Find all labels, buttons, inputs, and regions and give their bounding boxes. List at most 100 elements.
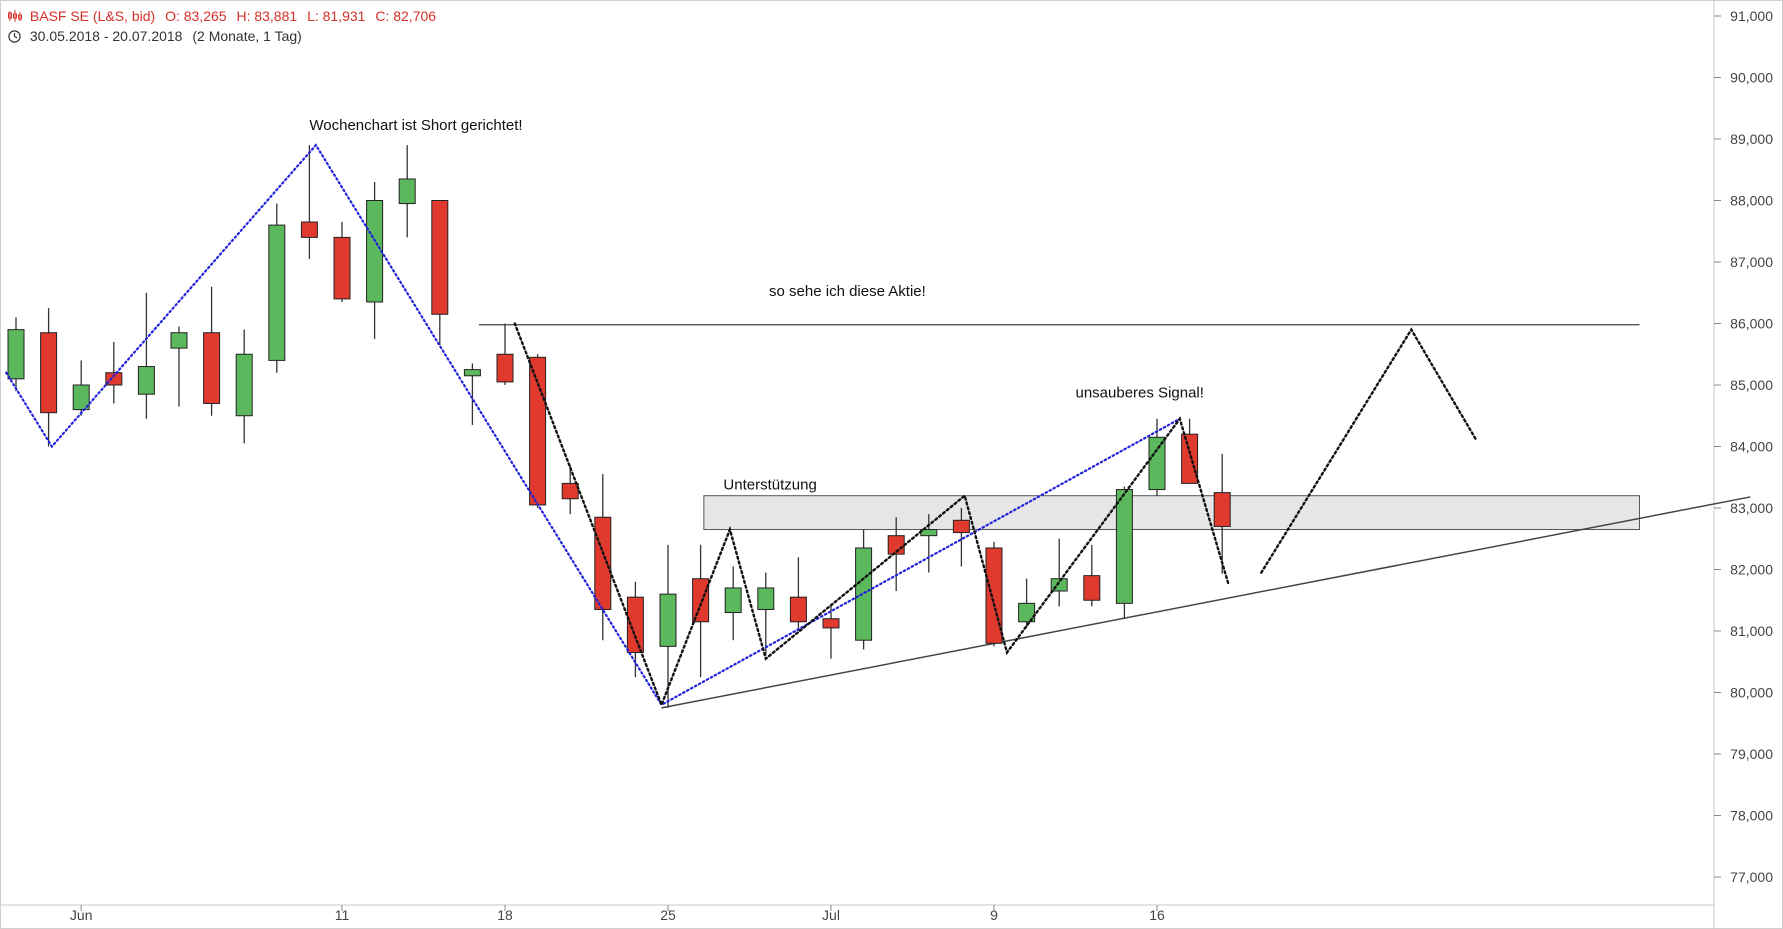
candle-body [594,516,612,610]
candle [952,508,970,567]
candle-body [137,366,155,395]
candle-body [463,369,481,377]
candle [431,200,449,346]
x-tick-label: 16 [1149,907,1165,923]
open-value: O: 83,265 [165,8,227,24]
candle-body [1181,433,1199,484]
candle [366,182,384,339]
candle-body [40,332,58,414]
candle [1213,453,1231,574]
y-tick-label: 90,000 [1730,70,1773,86]
candle-body [431,200,449,315]
candle-body [1083,575,1101,601]
candle [463,363,481,425]
candle-body [1018,602,1036,623]
candle-body [235,353,253,417]
candle-body [659,593,677,647]
candle-body [268,224,286,361]
y-tick-label: 85,000 [1730,377,1773,393]
projection-dotted-path [1260,327,1478,574]
candle [659,544,677,708]
candle [72,360,90,416]
candle [985,541,1003,647]
period-label: (2 Monate, 1 Tag) [192,28,302,44]
candle [203,286,221,416]
candle [822,606,840,659]
trend-line [661,496,1751,709]
period-header: 30.05.2018 - 20.07.2018 (2 Monate, 1 Tag… [8,28,308,44]
candle-body [7,329,25,380]
instrument-header: BASF SE (L&S, bid) O: 83,265 H: 83,881 L… [8,8,442,24]
close-value: C: 82,706 [375,8,437,24]
black-dotted-path [513,322,1230,709]
candle-body [789,596,807,623]
x-tick-label: 18 [497,907,513,923]
x-tick-label: Jul [822,907,840,923]
candle-body [757,587,775,610]
candle-body [398,178,416,205]
x-tick-label: 9 [990,907,998,923]
candle-body [1213,492,1231,527]
y-tick-label: 79,000 [1730,746,1773,762]
chart-icon [8,10,22,22]
blue-dotted-path [5,143,1181,707]
y-tick-label: 87,000 [1730,254,1773,270]
candle [40,308,58,447]
candle [1115,486,1133,619]
candle [333,222,351,302]
candle [724,566,742,641]
annotation-label: unsauberes Signal! [1076,384,1204,401]
candle-body [724,587,742,614]
candle [594,474,612,641]
candle-body [920,529,938,537]
candle-body [1148,436,1166,491]
candle [529,354,547,508]
annotation-label: Wochenchart ist Short gerichtet! [309,117,522,134]
y-tick-label: 77,000 [1730,869,1773,885]
candle-body [203,332,221,404]
candle [268,203,286,373]
y-tick-label: 83,000 [1730,500,1773,516]
y-tick-label: 80,000 [1730,685,1773,701]
x-tick-label: Jun [70,907,93,923]
y-tick-label: 86,000 [1730,316,1773,332]
candle-body [366,200,384,303]
candle-body [170,332,188,349]
low-value: L: 81,931 [307,8,366,24]
candle-body [561,482,579,500]
support-zone [703,495,1640,531]
candle-body [1115,489,1133,604]
candle [496,323,514,385]
date-range: 30.05.2018 - 20.07.2018 [29,28,183,44]
candle-body [855,547,873,641]
candle-body [626,596,644,654]
candle [137,292,155,419]
clock-icon [8,30,21,43]
candle [561,464,579,515]
candle [1050,538,1068,607]
high-value: H: 83,881 [236,8,298,24]
candle-body [952,519,970,534]
candle-body [496,353,514,383]
candle [757,572,775,656]
candle [855,529,873,650]
candle [1083,544,1101,607]
candle-body [333,236,351,300]
candle [1018,578,1036,628]
y-tick-label: 84,000 [1730,439,1773,455]
x-tick-label: 25 [660,907,676,923]
candle [300,145,318,259]
candle [7,317,25,392]
candle [105,341,123,404]
y-tick-label: 88,000 [1730,193,1773,209]
symbol-label: BASF SE (L&S, bid) [29,8,156,24]
y-tick-label: 89,000 [1730,131,1773,147]
candles-group [7,145,1231,708]
y-tick-label: 78,000 [1730,808,1773,824]
candle-body [300,221,318,238]
candle-body [105,372,123,386]
candle [789,557,807,631]
candle [170,326,188,407]
candle-body [72,384,90,411]
